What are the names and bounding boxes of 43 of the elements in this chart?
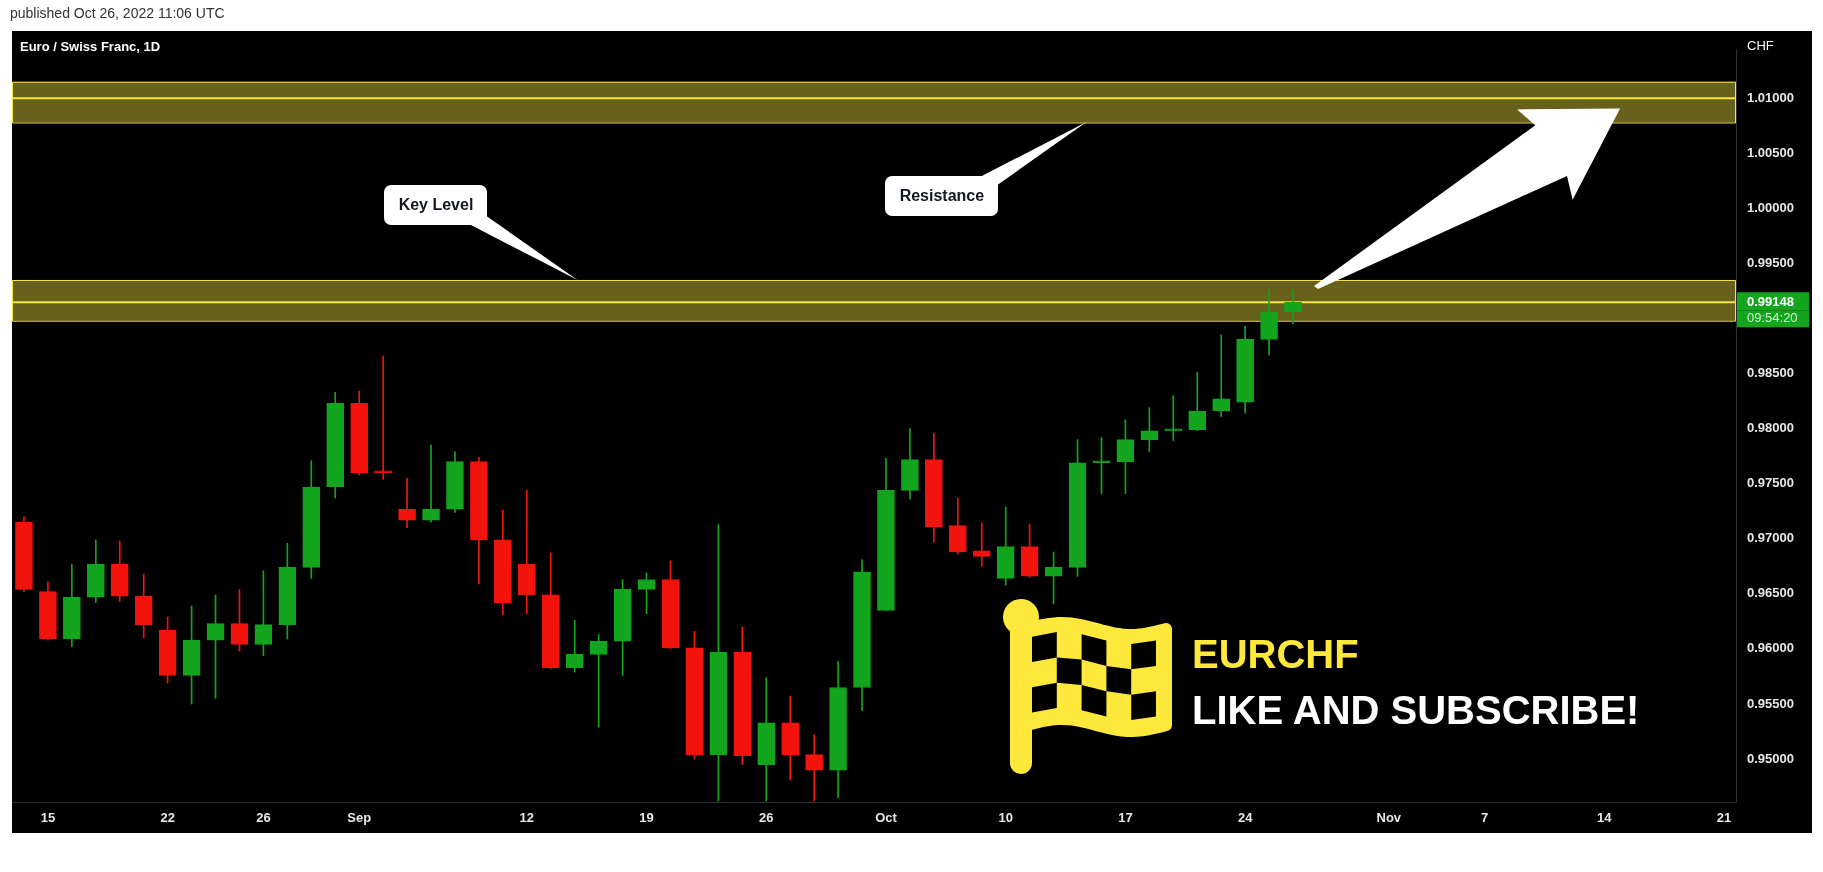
candlestick [422,444,440,523]
candlestick [517,490,536,615]
annotation: Resistance [899,187,985,206]
x-tick-label: 7 [1480,810,1489,826]
y-tick-label: 1.00000 [1747,199,1794,215]
y-tick-label: 0.98500 [1747,365,1794,381]
x-tick-label: 21 [1716,810,1732,826]
x-tick-label: 17 [1118,810,1133,826]
x-tick-label: 26 [759,810,774,826]
y-tick-label: 0.96000 [1747,640,1794,656]
x-tick-label: 10 [998,810,1013,826]
x-tick-label: 22 [160,810,175,826]
chart-title: Euro / Swiss Franc, 1D [20,38,161,54]
y-tick-label: 0.95500 [1747,695,1794,711]
annotation: LIKE AND SUBSCRIBE! [1192,688,1640,732]
x-tick-label: 24 [1237,810,1254,826]
x-tick-label: 15 [40,810,56,826]
y-tick-label: 0.97000 [1747,530,1794,546]
y-tick-label: 0.97500 [1747,475,1794,491]
x-tick-label: 12 [519,810,535,826]
y-tick-label: 1.00500 [1747,144,1794,160]
y-tick-label: 0.96500 [1747,585,1794,601]
candlestick [972,523,991,567]
candlestick [805,734,823,802]
x-tick-label: 26 [256,810,271,826]
x-tick-label: 19 [639,810,654,826]
y-tick-label: 0.99500 [1747,255,1794,271]
x-tick-label: Nov [1376,810,1402,826]
text: 09:54:20 [1747,309,1798,325]
ref-line-label: 0.99148 [1747,293,1794,309]
x-tick-label: Oct [875,810,898,826]
candlestick [1212,334,1231,417]
y-tick-label: 0.98000 [1747,420,1794,436]
candlestick [398,477,416,529]
candlestick [374,355,392,480]
x-tick-label: 14 [1597,810,1613,826]
annotation: EURCHF [1192,632,1359,676]
text: published Oct 26, 2022 11:06 UTC [10,5,225,21]
annotation: Key Level [398,195,474,214]
y-axis-title: CHF [1747,37,1774,53]
y-tick-label: 1.01000 [1747,89,1794,105]
y-tick-label: 0.95000 [1747,750,1794,766]
x-tick-label: Sep [347,810,372,826]
